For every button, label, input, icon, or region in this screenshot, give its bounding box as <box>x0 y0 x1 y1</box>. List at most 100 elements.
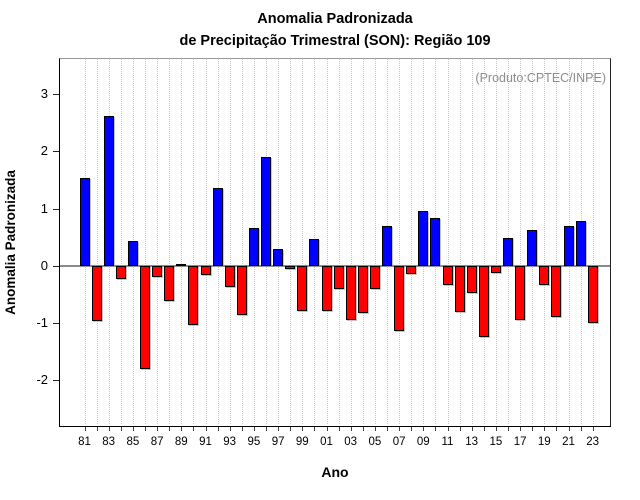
bar-82 <box>91 265 102 322</box>
x-tick-19 <box>544 427 546 431</box>
x-tick-92 <box>217 427 219 431</box>
bar-91 <box>200 265 211 275</box>
y-tick-label--2: -2 <box>36 372 48 388</box>
x-tick-81 <box>84 427 86 431</box>
bar-07 <box>394 265 405 332</box>
gridline-03 <box>350 59 352 424</box>
x-tick-22 <box>580 427 582 431</box>
bar-87 <box>152 265 163 278</box>
x-tick-label-07: 07 <box>392 436 406 448</box>
bar-18 <box>527 230 538 266</box>
gridline-87 <box>157 59 159 424</box>
bar-88 <box>164 265 175 301</box>
gridline-23 <box>592 59 594 424</box>
x-tick-20 <box>556 427 558 431</box>
y-tick-label-2: 2 <box>40 143 48 159</box>
bar-92 <box>212 188 223 266</box>
x-tick-89 <box>181 427 183 431</box>
gridline-99 <box>302 59 304 424</box>
gridline-02 <box>338 59 340 424</box>
bar-93 <box>224 265 235 287</box>
x-tick-05 <box>374 427 376 431</box>
bar-95 <box>248 227 259 266</box>
gridline-98 <box>290 59 292 424</box>
gridline-13 <box>471 59 473 424</box>
x-tick-23 <box>592 427 594 431</box>
bar-15 <box>490 265 501 274</box>
gridline-17 <box>520 59 522 424</box>
x-tick-14 <box>483 427 485 431</box>
x-tick-21 <box>568 427 570 431</box>
y-tick--1 <box>53 322 59 324</box>
gridline-14 <box>483 59 485 424</box>
gridline-93 <box>229 59 231 424</box>
gridline-07 <box>399 59 401 424</box>
x-tick-label-11: 11 <box>441 436 454 448</box>
y-tick-3 <box>53 94 59 96</box>
bar-90 <box>188 265 199 326</box>
y-tick-2 <box>53 151 59 153</box>
bar-16 <box>503 237 513 266</box>
x-tick-13 <box>471 427 473 431</box>
bar-81 <box>79 177 90 266</box>
y-tick-label-0: 0 <box>40 257 48 273</box>
bar-13 <box>466 265 477 293</box>
gridline-91 <box>205 59 207 424</box>
bar-14 <box>478 265 489 337</box>
x-tick-label-95: 95 <box>247 436 261 448</box>
bar-98 <box>285 265 296 269</box>
gridline-01 <box>326 59 328 424</box>
gridline-89 <box>181 59 183 424</box>
gridline-20 <box>556 59 558 424</box>
x-tick-98 <box>290 427 292 431</box>
bar-02 <box>333 265 344 290</box>
x-tick-97 <box>278 427 280 431</box>
y-tick-label--1: -1 <box>36 314 48 330</box>
x-tick-11 <box>447 427 449 431</box>
gridline-05 <box>374 59 376 424</box>
bar-96 <box>261 157 271 266</box>
chart-title: Anomalia Padronizada de Precipitação Tri… <box>59 8 611 52</box>
x-tick-label-15: 15 <box>489 436 503 448</box>
x-tick-label-91: 91 <box>199 436 212 448</box>
x-tick-label-97: 97 <box>271 436 285 448</box>
x-tick-16 <box>508 427 509 431</box>
x-tick-label-83: 83 <box>102 436 116 448</box>
bar-86 <box>140 265 150 370</box>
x-tick-87 <box>157 427 159 431</box>
chart-title-line1: Anomalia Padronizada <box>257 11 413 27</box>
x-axis-title: Ano <box>321 464 349 480</box>
bar-06 <box>382 225 392 266</box>
x-tick-label-23: 23 <box>586 436 600 448</box>
bar-03 <box>345 265 356 321</box>
gridline-04 <box>362 59 364 424</box>
gridline-12 <box>459 59 461 424</box>
bar-11 <box>442 265 453 285</box>
x-tick-84 <box>120 427 122 431</box>
x-tick-90 <box>193 427 195 431</box>
gridline-97 <box>278 59 280 424</box>
y-tick--2 <box>53 380 59 382</box>
x-tick-88 <box>169 427 171 431</box>
x-tick-label-87: 87 <box>150 436 164 448</box>
bar-84 <box>115 265 126 280</box>
x-tick-label-09: 09 <box>416 436 430 448</box>
x-tick-08 <box>411 427 413 431</box>
y-tick-0 <box>53 265 59 267</box>
gridline-15 <box>495 59 497 424</box>
x-tick-86 <box>145 427 146 431</box>
bar-19 <box>539 265 550 285</box>
x-tick-96 <box>266 427 267 431</box>
bar-04 <box>357 265 368 314</box>
bar-89 <box>176 263 187 266</box>
bar-12 <box>454 265 465 313</box>
x-tick-91 <box>205 427 207 431</box>
bar-00 <box>309 239 320 266</box>
gridline-84 <box>120 59 122 424</box>
gridline-94 <box>241 59 243 424</box>
bar-08 <box>406 265 417 275</box>
gridline-11 <box>447 59 449 424</box>
x-tick-15 <box>495 427 497 431</box>
gridline-82 <box>96 59 98 424</box>
